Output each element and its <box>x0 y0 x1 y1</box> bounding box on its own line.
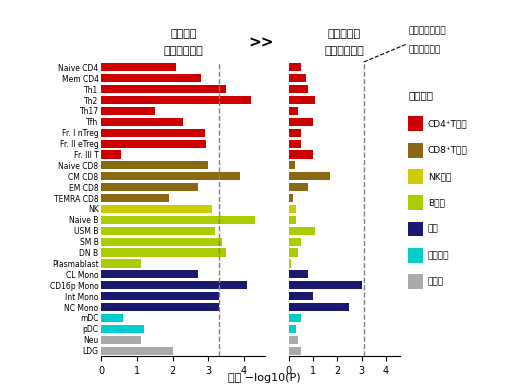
Bar <box>101 281 248 289</box>
Bar <box>289 259 291 267</box>
Text: CD8⁺T細胞: CD8⁺T細胞 <box>428 146 467 155</box>
Bar <box>289 151 313 159</box>
Text: CD4⁺T細胞: CD4⁺T細胞 <box>428 119 467 128</box>
Bar <box>101 325 144 333</box>
Text: 疾患状態: 疾患状態 <box>170 29 197 39</box>
Text: NK細胞: NK細胞 <box>428 172 451 181</box>
Bar <box>289 346 301 354</box>
Bar <box>289 161 295 170</box>
Bar <box>101 314 123 322</box>
Text: ボンフェローニ: ボンフェローニ <box>408 26 446 36</box>
Text: >>: >> <box>248 35 274 50</box>
Bar <box>101 118 184 126</box>
Bar <box>101 96 251 104</box>
Text: 疾患活動性: 疾患活動性 <box>328 29 361 39</box>
Bar <box>289 238 301 246</box>
Bar <box>101 303 219 311</box>
Bar <box>101 336 140 344</box>
Bar <box>289 248 298 257</box>
Bar <box>101 161 208 170</box>
Text: 補正有意水準: 補正有意水準 <box>408 46 440 55</box>
Bar <box>101 238 223 246</box>
Bar <box>101 140 206 148</box>
Bar <box>101 292 219 300</box>
Bar <box>289 194 293 202</box>
Bar <box>101 248 226 257</box>
Bar <box>289 183 308 191</box>
Bar <box>101 346 173 354</box>
Text: 単球: 単球 <box>428 224 439 234</box>
Bar <box>101 183 198 191</box>
Bar <box>289 63 301 72</box>
Text: 樹状細胞: 樹状細胞 <box>428 251 449 260</box>
Bar <box>101 216 254 224</box>
Bar <box>289 205 296 213</box>
Bar <box>289 118 313 126</box>
Bar <box>289 227 315 235</box>
Bar <box>289 336 298 344</box>
Bar <box>101 74 201 82</box>
Bar <box>289 140 301 148</box>
Bar <box>289 85 308 93</box>
Text: シグネチャー: シグネチャー <box>324 46 365 56</box>
Bar <box>101 227 215 235</box>
Bar <box>289 303 349 311</box>
Text: B細胞: B細胞 <box>428 198 445 207</box>
Bar <box>101 270 198 278</box>
Bar <box>289 314 301 322</box>
Bar <box>289 96 315 104</box>
Bar <box>101 172 240 180</box>
Bar <box>289 74 306 82</box>
Bar <box>101 85 226 93</box>
Text: シグネチャー: シグネチャー <box>163 46 203 56</box>
Bar <box>289 270 308 278</box>
Bar <box>101 63 176 72</box>
Bar <box>289 107 298 115</box>
Bar <box>289 128 301 137</box>
Text: 細胞系統: 細胞系統 <box>408 90 433 100</box>
Bar <box>101 128 205 137</box>
Bar <box>101 205 212 213</box>
Bar <box>289 281 361 289</box>
Bar <box>289 292 313 300</box>
Bar <box>101 107 155 115</box>
Bar <box>289 216 296 224</box>
Bar <box>101 194 169 202</box>
Text: 好中球: 好中球 <box>428 277 444 286</box>
Bar <box>289 172 330 180</box>
Bar <box>101 151 121 159</box>
Text: 濃縮 −log10(P): 濃縮 −log10(P) <box>228 373 300 383</box>
Bar <box>289 325 296 333</box>
Bar <box>101 259 140 267</box>
